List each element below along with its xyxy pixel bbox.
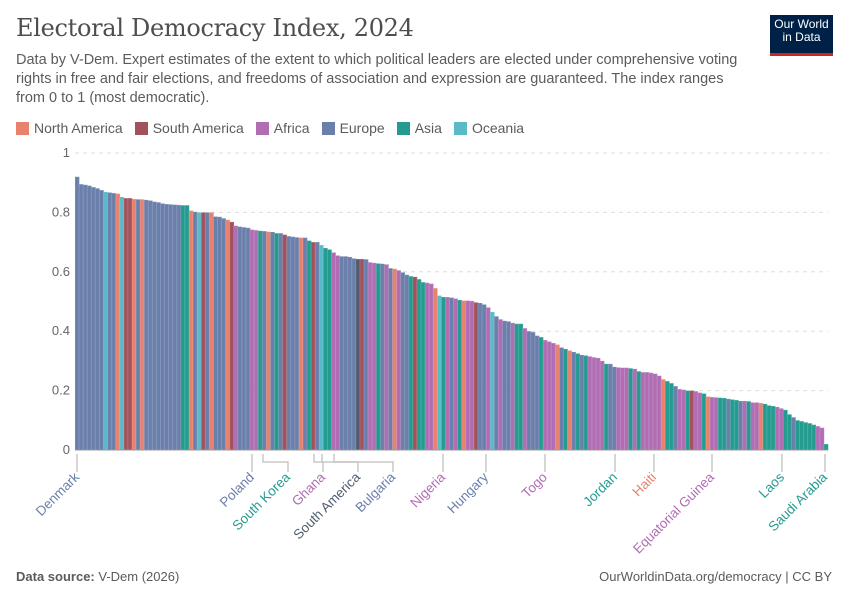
legend-label: Africa	[273, 120, 310, 136]
legend-item-south-america[interactable]: South America	[134, 120, 244, 136]
legend-label: North America	[34, 120, 123, 136]
chart-title: Electoral Democracy Index, 2024	[16, 14, 414, 42]
legend-item-europe[interactable]: Europe	[321, 120, 385, 136]
label-connector	[333, 454, 394, 472]
legend-item-oceania[interactable]: Oceania	[453, 120, 525, 136]
y-tick-label: 0.8	[52, 204, 70, 219]
label-connector	[262, 454, 289, 472]
x-label-nigeria[interactable]: Nigeria	[407, 469, 448, 510]
y-tick-label: 0	[63, 442, 70, 457]
swatch-europe	[321, 121, 335, 135]
swatch-africa	[255, 121, 269, 135]
legend-label: Oceania	[471, 120, 525, 136]
y-tick-label: 0.6	[52, 264, 70, 279]
swatch-oceania	[453, 121, 467, 135]
label-connector	[313, 454, 324, 472]
label-connector	[321, 454, 359, 472]
x-label-denmark[interactable]: Denmark	[33, 469, 83, 519]
legend-label: Asia	[414, 120, 442, 136]
legend-item-africa[interactable]: Africa	[255, 120, 310, 136]
y-tick-label: 0.4	[52, 323, 70, 338]
swatch-south-america	[134, 121, 148, 135]
data-source: Data source: V-Dem (2026)	[16, 569, 179, 584]
legend: North America South America Africa Europ…	[16, 120, 524, 136]
x-label-togo[interactable]: Togo	[519, 470, 550, 501]
x-label-haiti[interactable]: Haiti	[629, 470, 659, 500]
owid-logo[interactable]: Our World in Data	[770, 15, 833, 56]
x-label-hungary[interactable]: Hungary	[444, 469, 491, 516]
credit-link[interactable]: OurWorldinData.org/democracy | CC BY	[599, 569, 832, 584]
source-value[interactable]: V-Dem (2026)	[98, 569, 180, 584]
source-label: Data source:	[16, 569, 95, 584]
swatch-asia	[396, 121, 410, 135]
x-label-laos[interactable]: Laos	[756, 469, 787, 500]
x-label-bulgaria[interactable]: Bulgaria	[352, 469, 398, 515]
swatch-north-america	[16, 121, 29, 135]
legend-item-north-america[interactable]: North America	[16, 120, 123, 136]
legend-label: South America	[152, 120, 244, 136]
x-label-jordan[interactable]: Jordan	[580, 470, 620, 510]
y-tick-label: 1	[63, 145, 70, 160]
y-tick-label: 0.2	[52, 383, 70, 398]
bar[interactable]	[823, 443, 829, 451]
legend-item-asia[interactable]: Asia	[396, 120, 442, 136]
chart-subtitle: Data by V-Dem. Expert estimates of the e…	[16, 52, 738, 106]
legend-label: Europe	[339, 120, 385, 136]
